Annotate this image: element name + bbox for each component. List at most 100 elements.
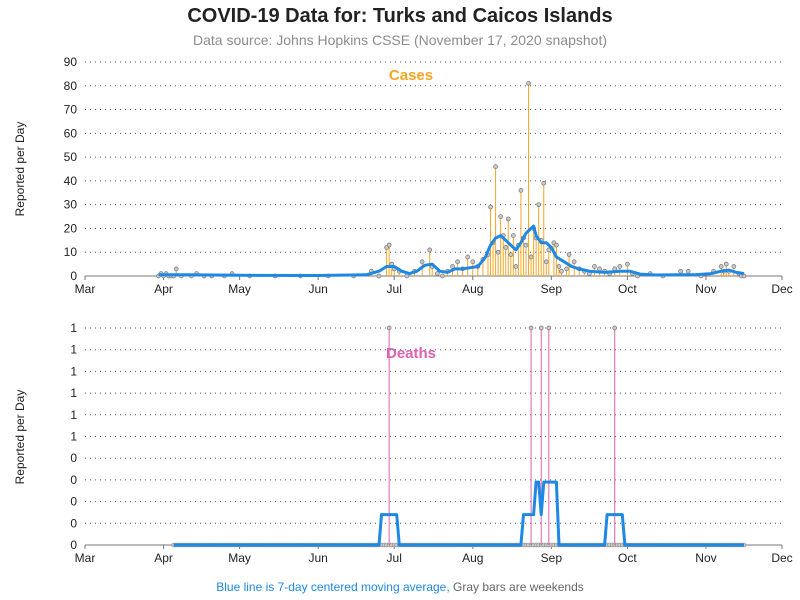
cases-point: [625, 261, 630, 267]
x-tick-label: Dec: [771, 551, 792, 565]
x-tick-label: Nov: [695, 282, 716, 296]
cases-point: [536, 202, 542, 208]
cases-point: [543, 259, 549, 265]
deaths-moving-average-line: [173, 480, 744, 547]
cases-point: [546, 247, 552, 253]
cases-moving-average-line: [158, 224, 745, 277]
x-tick-label: May: [228, 551, 251, 565]
cases-point: [376, 273, 382, 279]
cases-point: [571, 259, 577, 265]
cases-point: [592, 264, 597, 269]
cases-point: [526, 81, 531, 86]
chart-subtitle: Data source: Johns Hopkins CSSE (Novembe…: [193, 32, 607, 48]
x-tick-label: Mar: [75, 551, 96, 565]
x-tick-label: Apr: [154, 282, 173, 296]
cases-point: [465, 254, 471, 260]
y-tick-label: 20: [64, 221, 78, 235]
cases-point: [678, 268, 683, 274]
cases-point: [731, 264, 737, 269]
cases-point: [470, 259, 476, 265]
x-tick-label: May: [228, 282, 251, 296]
deaths-point: [546, 325, 552, 331]
footnote-weekends: Gray bars are weekends: [453, 580, 584, 594]
y-tick-label: 40: [64, 174, 78, 188]
cases-point: [566, 252, 572, 257]
y-tick-label: 10: [64, 245, 78, 259]
x-tick-label: Nov: [695, 551, 716, 565]
cases-point: [386, 242, 392, 248]
x-tick-label: Oct: [618, 282, 637, 296]
cases-point: [440, 273, 445, 279]
cases-point: [518, 188, 524, 193]
x-tick-label: Jun: [308, 551, 327, 565]
cases-panel: 0 10 20 30 40 50 60 70 80 90 Mar Apr May Jun Jul Aug Sep…: [64, 55, 793, 296]
cases-point: [498, 214, 504, 219]
y-tick-label: 1: [70, 343, 77, 357]
cases-point: [510, 233, 516, 238]
y-tick-label: 1: [70, 321, 77, 335]
y-tick-label: 0: [70, 451, 77, 465]
x-tick-label: Aug: [462, 551, 483, 565]
x-tick-label: Apr: [154, 551, 173, 565]
cases-point: [493, 164, 498, 169]
footnote-moving-average: Blue line is 7-day centered moving avera…: [216, 580, 450, 594]
x-tick-label: Jul: [387, 282, 402, 296]
cases-point: [495, 249, 501, 255]
x-tick-label: Oct: [618, 551, 637, 565]
y-tick-label: 50: [64, 150, 78, 164]
cases-point: [508, 252, 514, 257]
x-tick-label: Aug: [462, 282, 483, 296]
y-tick-label: 90: [64, 55, 78, 69]
y-tick-label: 80: [64, 79, 78, 93]
y-tick-label: 0: [70, 269, 77, 283]
cases-point: [541, 180, 547, 186]
y-tick-label: 1: [70, 386, 77, 400]
cases-point: [718, 264, 724, 269]
deaths-point: [538, 325, 544, 331]
deaths-series-label: Deaths: [386, 345, 436, 362]
y-tick-label: 1: [70, 430, 77, 444]
x-tick-label: Jul: [387, 551, 402, 565]
y-tick-label: 30: [64, 198, 78, 212]
y-tick-label: 1: [70, 408, 77, 422]
cases-point: [419, 259, 425, 265]
cases-point: [434, 271, 440, 276]
y-tick-label: 70: [64, 103, 78, 117]
cases-point: [528, 254, 534, 260]
x-tick-label: Mar: [75, 282, 96, 296]
cases-point: [513, 264, 519, 269]
y-tick-label: 0: [70, 538, 77, 552]
cases-point: [427, 247, 433, 253]
chart-title: COVID-19 Data for: Turks and Caicos Isla…: [187, 5, 613, 27]
deaths-point: [612, 325, 618, 331]
x-tick-label: Dec: [771, 282, 792, 296]
cases-point: [455, 259, 460, 265]
cases-point: [523, 242, 529, 248]
x-tick-label: Jun: [308, 282, 327, 296]
cases-point: [173, 266, 179, 272]
cases-point: [685, 268, 691, 274]
deaths-point: [528, 325, 534, 331]
cases-point: [564, 266, 569, 272]
cases-point: [554, 242, 559, 248]
cases-point: [488, 204, 493, 210]
deaths-point: [386, 325, 392, 331]
x-tick-label: Sep: [541, 282, 563, 296]
y-tick-label: 1: [70, 364, 77, 378]
x-tick-label: Sep: [541, 551, 563, 565]
cases-point: [617, 264, 623, 269]
deaths-panel: 0 0 0 0 0 1 1 1 1 1 1 Mar Apr May Jun Jul Aug Sep Oct Nov De…: [70, 321, 792, 565]
y-tick-label: 0: [70, 516, 77, 530]
y-tick-label: 0: [70, 495, 77, 509]
cases-point: [597, 266, 602, 272]
cases-point: [556, 264, 562, 269]
cases-point: [503, 245, 509, 250]
footnote: Blue line is 7-day centered moving avera…: [0, 580, 800, 594]
cases-point: [559, 268, 564, 274]
cases-point: [741, 273, 747, 279]
cases-point: [723, 261, 729, 267]
y-tick-label: 60: [64, 126, 78, 140]
cases-point: [505, 216, 511, 222]
y-tick-label: 0: [70, 473, 77, 487]
